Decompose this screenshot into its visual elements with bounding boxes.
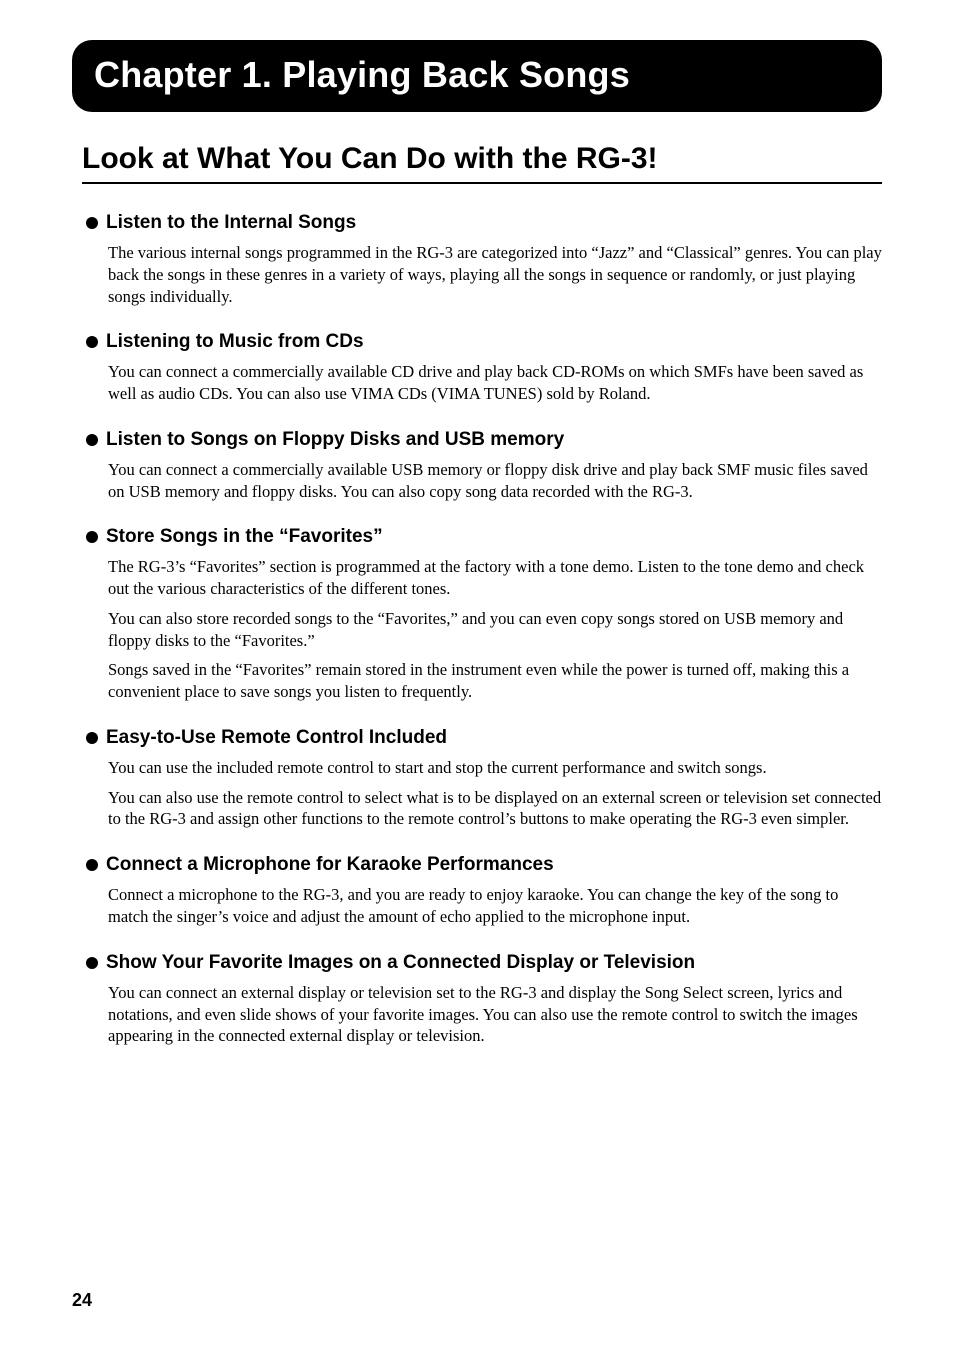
feature-paragraph: The various internal songs programmed in… [108, 242, 882, 307]
feature-item: Connect a Microphone for Karaoke Perform… [86, 854, 882, 928]
feature-body: You can use the included remote control … [108, 757, 882, 830]
bullet-icon [86, 957, 98, 969]
feature-title: Listening to Music from CDs [106, 331, 364, 353]
section-title: Look at What You Can Do with the RG-3! [82, 142, 882, 184]
features-list: Listen to the Internal Songs The various … [72, 212, 882, 1047]
feature-body: Connect a microphone to the RG-3, and yo… [108, 884, 882, 928]
bullet-icon [86, 531, 98, 543]
feature-paragraph: You can connect a commercially available… [108, 361, 882, 405]
bullet-icon [86, 336, 98, 348]
feature-heading: Show Your Favorite Images on a Connected… [86, 952, 882, 974]
feature-paragraph: Connect a microphone to the RG-3, and yo… [108, 884, 882, 928]
feature-paragraph: You can also store recorded songs to the… [108, 608, 882, 652]
feature-body: The RG-3’s “Favorites” section is progra… [108, 556, 882, 703]
feature-paragraph: You can use the included remote control … [108, 757, 882, 779]
bullet-icon [86, 217, 98, 229]
feature-item: Show Your Favorite Images on a Connected… [86, 952, 882, 1047]
feature-paragraph: The RG-3’s “Favorites” section is progra… [108, 556, 882, 600]
feature-body: You can connect a commercially available… [108, 361, 882, 405]
bullet-icon [86, 434, 98, 446]
feature-paragraph: You can connect an external display or t… [108, 982, 882, 1047]
feature-paragraph: You can also use the remote control to s… [108, 787, 882, 831]
feature-title: Listen to the Internal Songs [106, 212, 356, 234]
feature-title: Show Your Favorite Images on a Connected… [106, 952, 695, 974]
feature-paragraph: You can connect a commercially available… [108, 459, 882, 503]
bullet-icon [86, 732, 98, 744]
feature-item: Listen to Songs on Floppy Disks and USB … [86, 429, 882, 503]
page-number: 24 [72, 1290, 92, 1311]
feature-body: You can connect an external display or t… [108, 982, 882, 1047]
chapter-banner: Chapter 1. Playing Back Songs [72, 40, 882, 112]
feature-item: Store Songs in the “Favorites” The RG-3’s… [86, 526, 882, 703]
feature-item: Listening to Music from CDs You can conne… [86, 331, 882, 405]
feature-body: The various internal songs programmed in… [108, 242, 882, 307]
chapter-title: Chapter 1. Playing Back Songs [94, 54, 860, 96]
bullet-icon [86, 859, 98, 871]
feature-heading: Listening to Music from CDs [86, 331, 882, 353]
feature-title: Connect a Microphone for Karaoke Perform… [106, 854, 554, 876]
feature-title: Easy-to-Use Remote Control Included [106, 727, 447, 749]
feature-title: Store Songs in the “Favorites” [106, 526, 383, 548]
feature-heading: Easy-to-Use Remote Control Included [86, 727, 882, 749]
feature-item: Easy-to-Use Remote Control Included You c… [86, 727, 882, 830]
feature-heading: Store Songs in the “Favorites” [86, 526, 882, 548]
feature-heading: Listen to the Internal Songs [86, 212, 882, 234]
feature-item: Listen to the Internal Songs The various … [86, 212, 882, 307]
feature-heading: Connect a Microphone for Karaoke Perform… [86, 854, 882, 876]
feature-body: You can connect a commercially available… [108, 459, 882, 503]
feature-paragraph: Songs saved in the “Favorites” remain st… [108, 659, 882, 703]
feature-title: Listen to Songs on Floppy Disks and USB … [106, 429, 564, 451]
feature-heading: Listen to Songs on Floppy Disks and USB … [86, 429, 882, 451]
